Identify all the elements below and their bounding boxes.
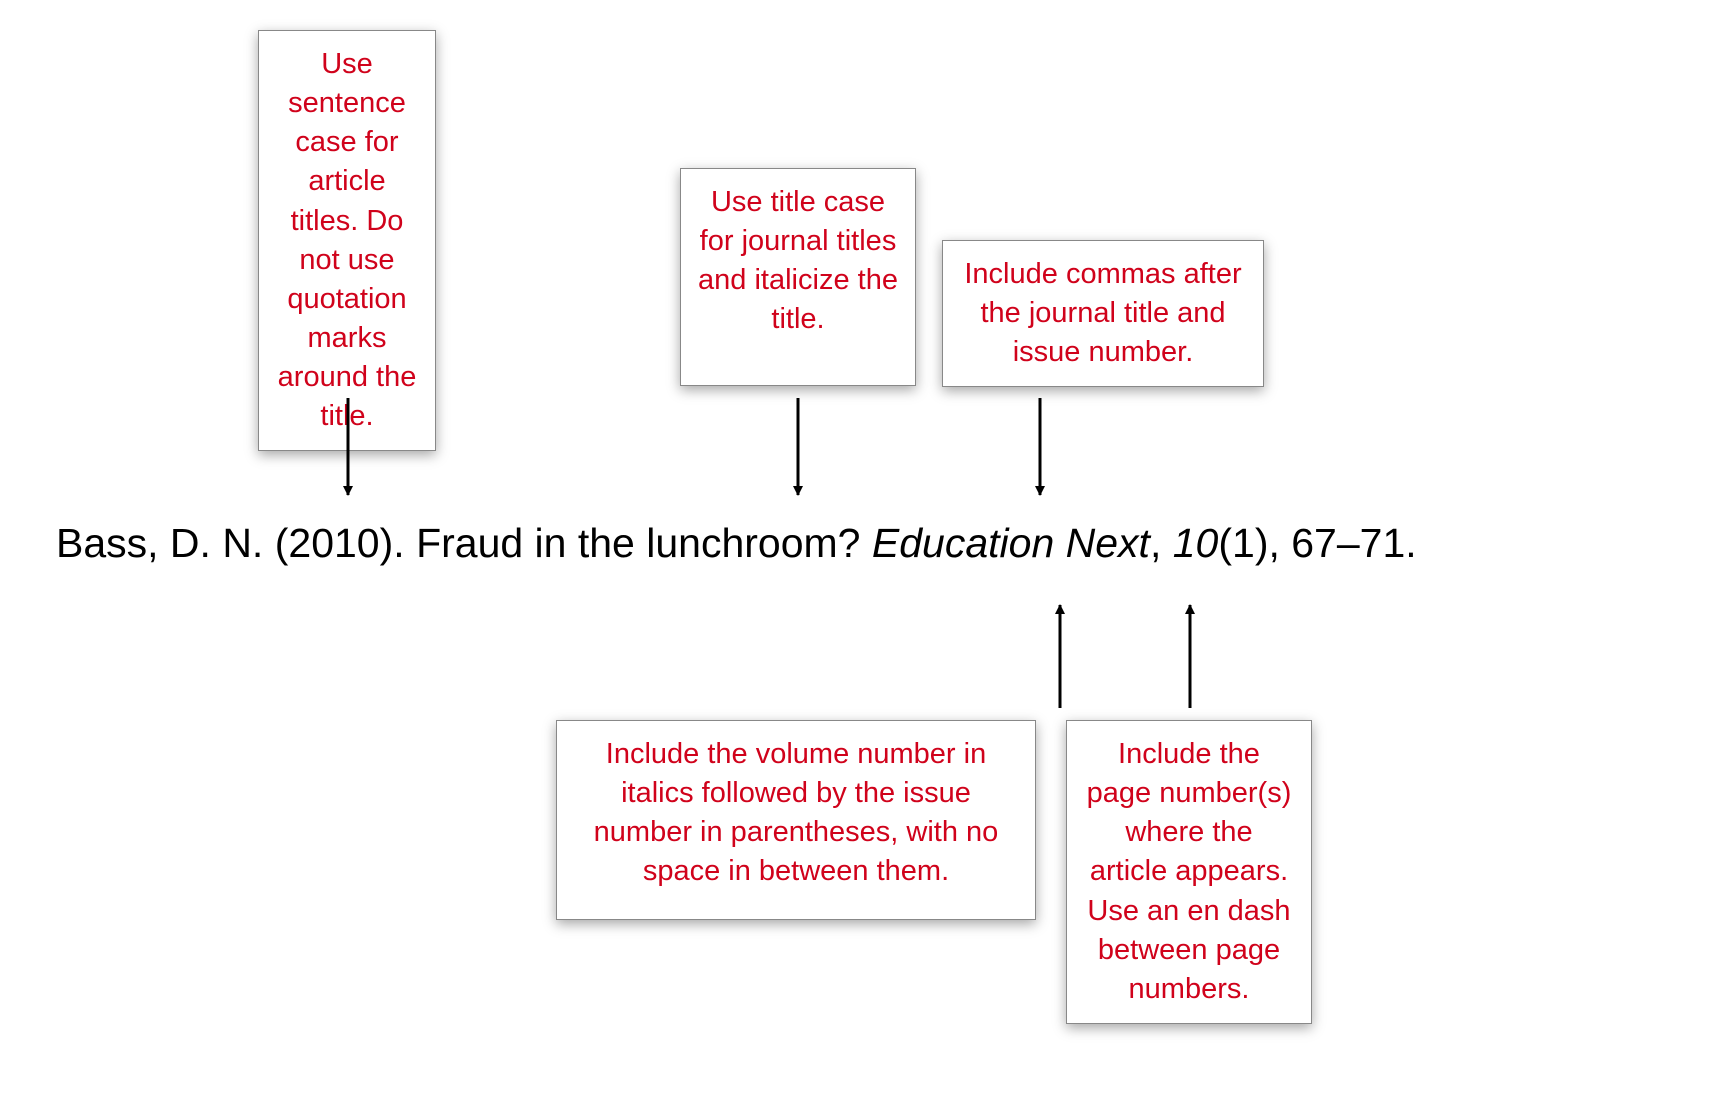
arrow-1 [0, 0, 1726, 1097]
diagram-canvas: Use sentence case for article titles. Do… [0, 0, 1726, 1097]
